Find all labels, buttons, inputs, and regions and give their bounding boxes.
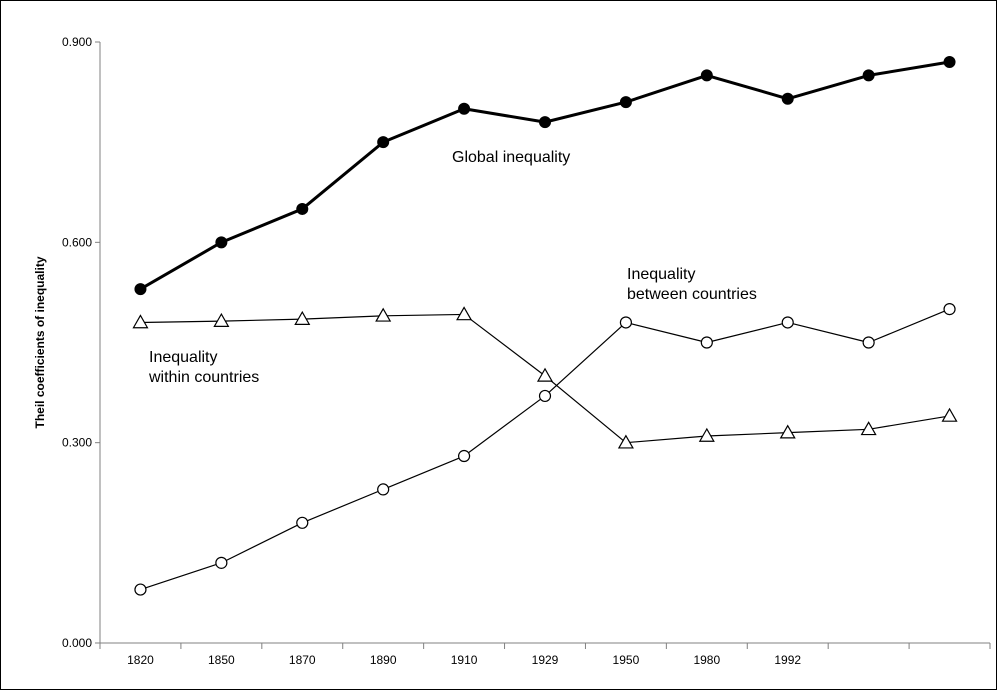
data-point	[294, 310, 311, 325]
data-point	[700, 69, 713, 82]
y-tick-label: 0.900	[62, 35, 92, 49]
x-tick-label: 1870	[289, 653, 316, 667]
data-point	[860, 421, 877, 436]
series-inequality-between-countries	[134, 303, 956, 596]
x-tick-label: 1929	[532, 653, 559, 667]
annotation-line: Global inequality	[452, 149, 570, 166]
data-point	[619, 316, 633, 329]
y-tick-label: 0.300	[62, 436, 92, 450]
y-axis-title: Theil coefficients of inequality	[33, 256, 47, 428]
data-point	[862, 336, 875, 349]
annotation-line: Inequality	[149, 349, 218, 366]
data-point	[779, 424, 796, 439]
data-point	[296, 202, 309, 215]
x-tick-label: 1980	[693, 653, 720, 667]
series-global-inequality	[134, 56, 956, 296]
data-point	[781, 92, 794, 105]
data-point	[132, 314, 149, 329]
x-tick-label: 1850	[208, 653, 235, 667]
annotation-layer: Global inequality Inequality between count…	[148, 149, 757, 386]
data-point	[943, 303, 956, 316]
x-tick-label: 1910	[451, 653, 478, 667]
y-axis: 0.000 0.300 0.600 0.900	[62, 35, 101, 650]
data-point	[296, 516, 309, 529]
data-point	[538, 389, 552, 403]
annotation-line: within countries	[148, 369, 259, 386]
x-tick-label: 1820	[127, 653, 154, 667]
data-point	[213, 312, 230, 327]
x-axis: 1820 1850 1870 1890 1910 1929 1950 1980 1992	[99, 642, 991, 667]
data-point	[456, 306, 473, 321]
data-point	[539, 116, 551, 129]
data-point	[698, 427, 715, 442]
data-point	[134, 283, 147, 296]
y-tick-label: 0.600	[62, 235, 92, 249]
data-point	[457, 449, 471, 463]
data-point	[941, 407, 958, 422]
data-point	[617, 434, 634, 449]
data-point	[862, 69, 875, 82]
data-point	[700, 336, 713, 349]
data-point	[781, 316, 794, 329]
data-point	[375, 307, 392, 322]
data-point	[215, 236, 228, 249]
series-inequality-within-countries	[132, 306, 958, 449]
annotation-global-inequality: Global inequality	[452, 149, 570, 166]
data-point	[619, 96, 632, 109]
data-point	[458, 102, 471, 115]
data-point	[536, 367, 554, 382]
data-point	[377, 136, 390, 149]
annotation-inequality-between-countries: Inequality between countries	[627, 266, 757, 303]
y-tick-label: 0.000	[62, 636, 92, 650]
annotation-inequality-within-countries: Inequality within countries	[148, 349, 259, 386]
data-point	[377, 483, 390, 496]
annotation-line: between countries	[627, 286, 757, 303]
series-layer	[132, 56, 958, 596]
data-point	[943, 56, 956, 69]
x-tick-label: 1890	[370, 653, 397, 667]
data-point	[134, 583, 147, 596]
annotation-line: Inequality	[627, 266, 696, 283]
x-tick-label: 1950	[613, 653, 640, 667]
x-tick-label: 1992	[774, 653, 801, 667]
data-point	[215, 556, 228, 569]
